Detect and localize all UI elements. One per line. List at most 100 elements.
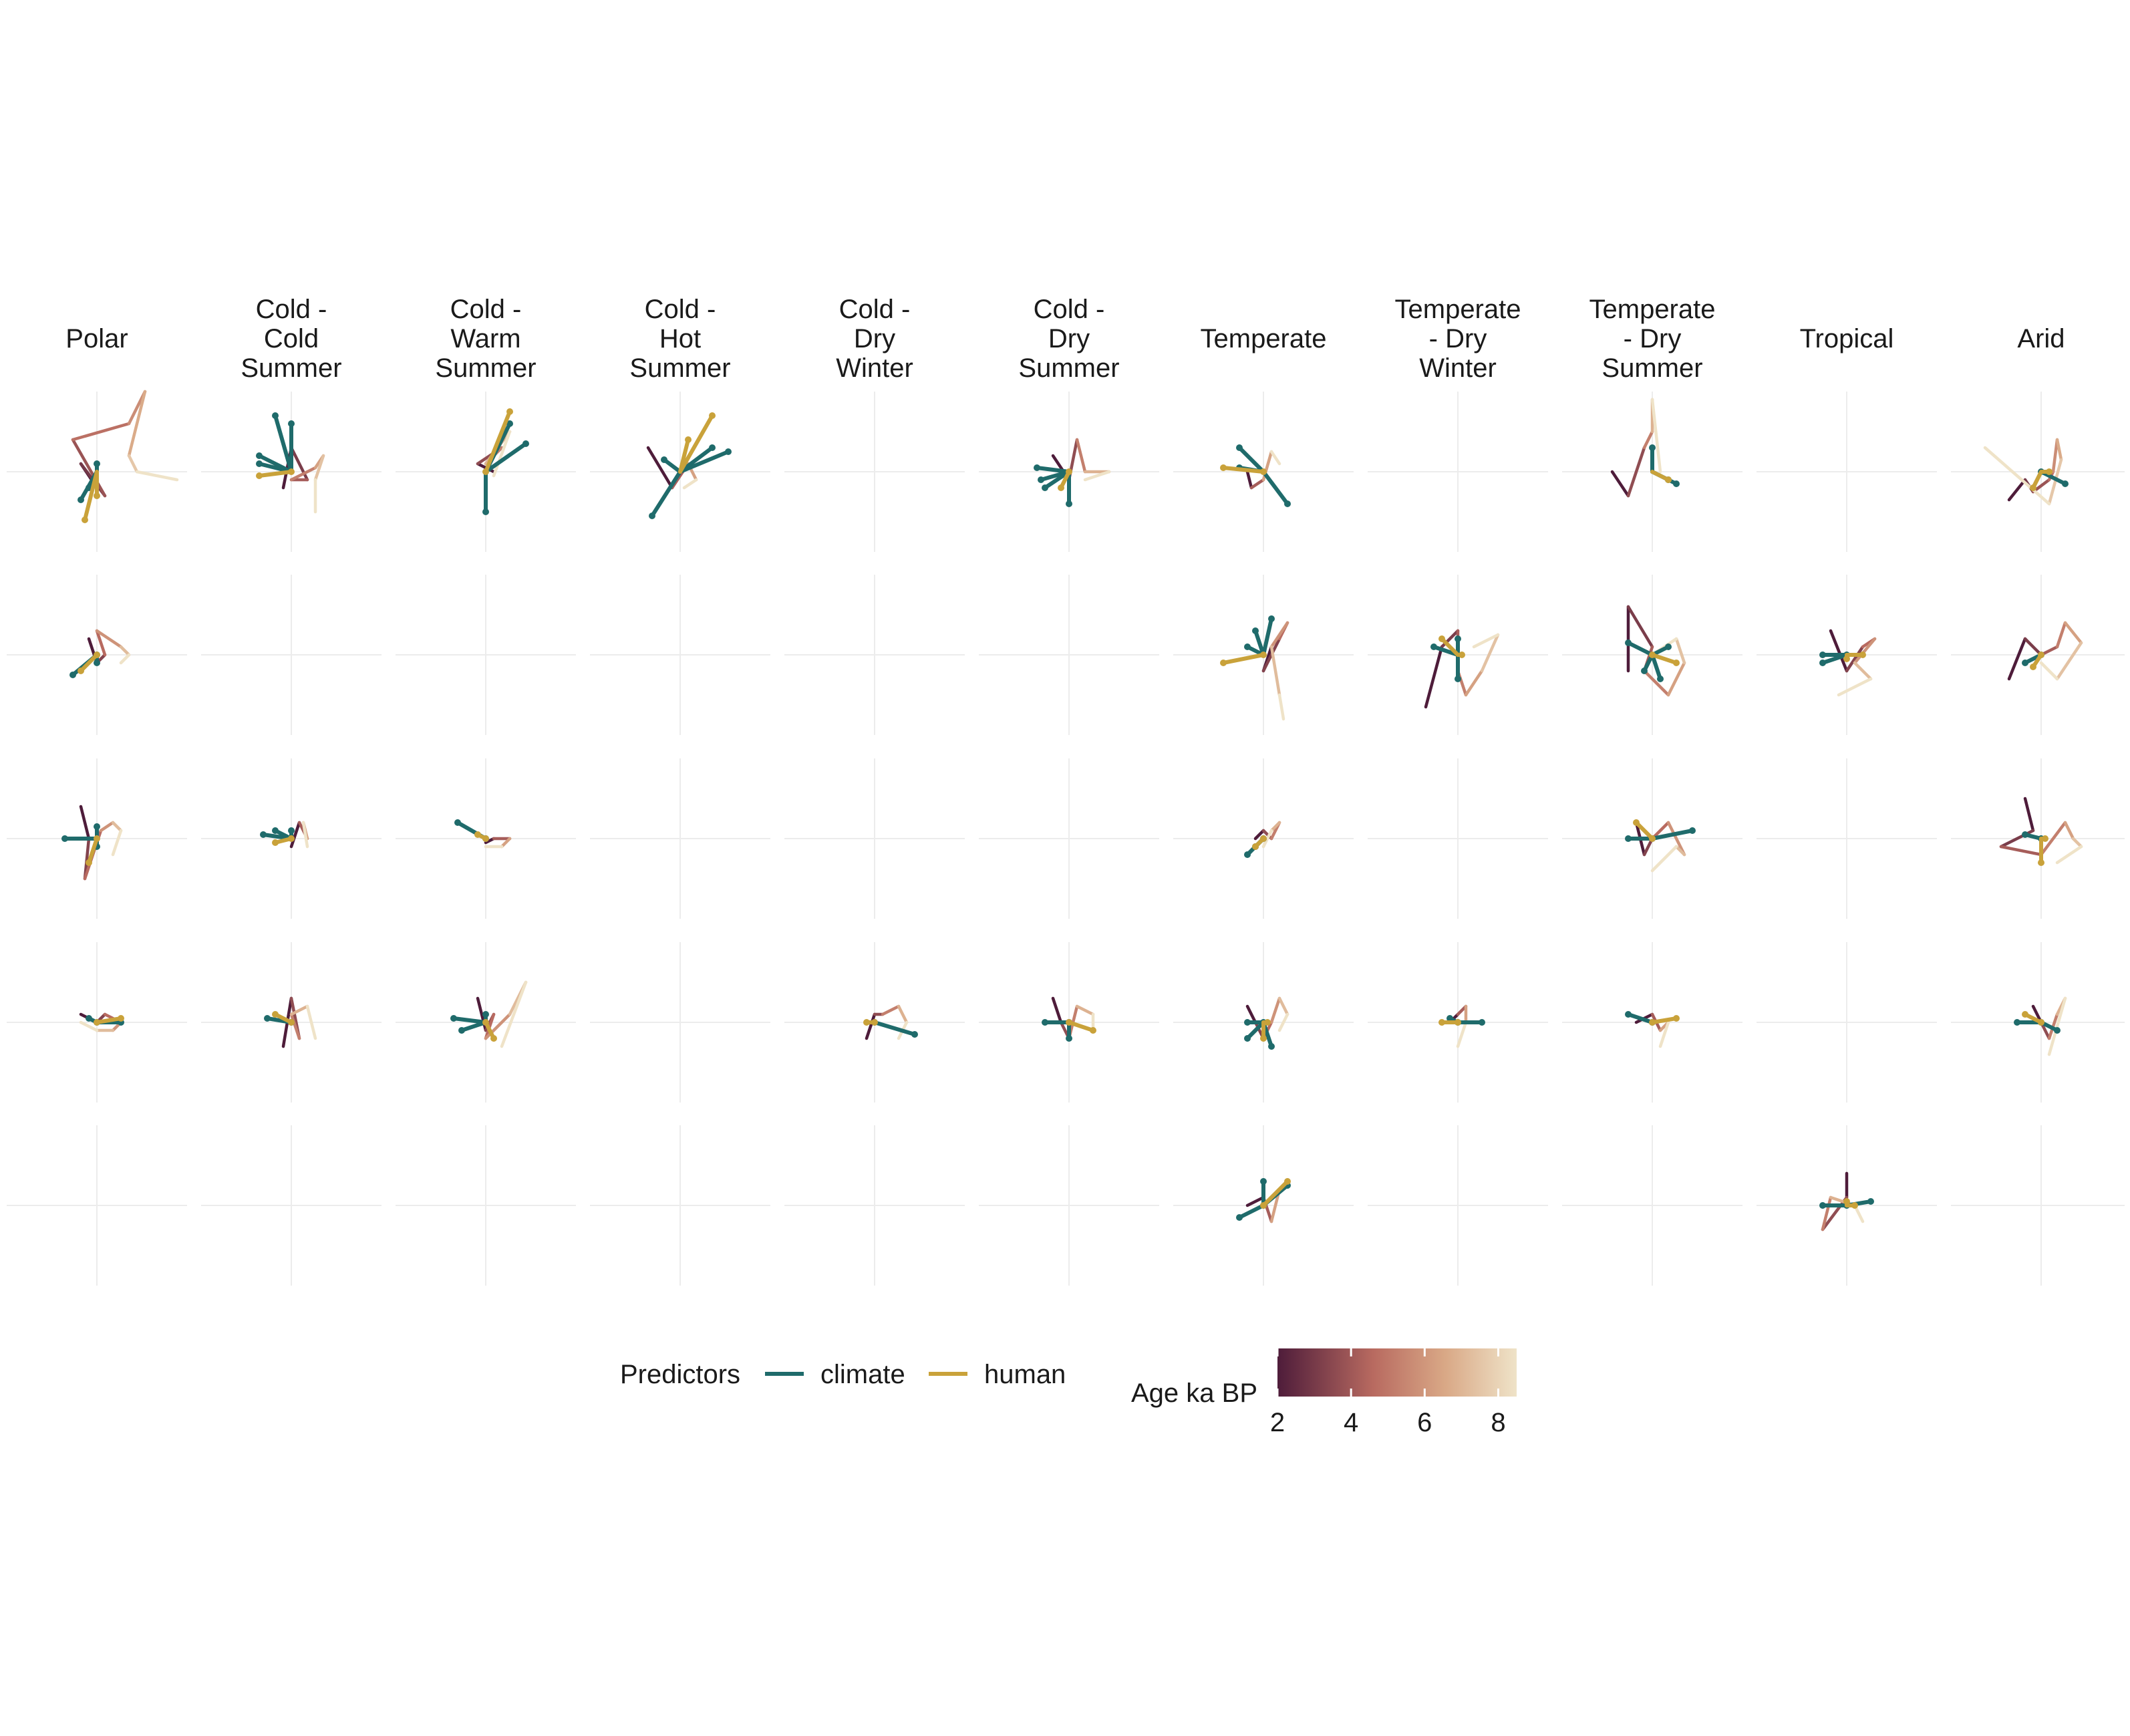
- panel-3-0: [7, 942, 187, 1103]
- panel-1-3: [590, 575, 770, 735]
- climate-vector-tip: [1625, 1011, 1632, 1018]
- human-vector-tip: [1252, 843, 1259, 850]
- human-vector-tip: [2038, 1019, 2044, 1026]
- human-vector-tip: [1851, 1202, 1858, 1209]
- panel-3-4: [784, 942, 965, 1103]
- age-trajectory-segment: [2023, 797, 2035, 833]
- human-vector-tip: [1455, 1019, 1461, 1026]
- human-vector-tip: [1220, 660, 1227, 666]
- panel-0-4: [784, 392, 965, 552]
- age-tick-label: 2: [1270, 1408, 1285, 1437]
- age-trajectory-segment: [2051, 438, 2059, 474]
- age-trajectory-segment: [2055, 641, 2083, 681]
- human-vector-tip: [1843, 656, 1850, 662]
- climate-vector-tip: [482, 1011, 489, 1018]
- panel-0-8: [1562, 392, 1742, 552]
- age-trajectory-segment: [1277, 1012, 1289, 1032]
- climate-vector-tip: [725, 448, 732, 455]
- age-tick-label: 8: [1491, 1408, 1505, 1437]
- panel-0-6: [1173, 392, 1354, 552]
- climate-vector-tip: [1479, 1019, 1485, 1026]
- climate-vector-tip: [1042, 1019, 1048, 1026]
- age-trajectory-segment: [71, 438, 107, 498]
- age-trajectory-segment: [119, 653, 131, 665]
- age-legend-title: Age ka BP: [1131, 1379, 1257, 1408]
- climate-vector: [1253, 629, 1265, 657]
- panel-2-10: [1951, 758, 2125, 919]
- human-vector-tip: [94, 652, 100, 658]
- age-trajectory-segment: [111, 821, 123, 833]
- climate-vector-tip: [1625, 639, 1632, 646]
- climate-vector-tip: [2022, 660, 2028, 666]
- panel-0-3: [590, 392, 770, 552]
- facet-title-line: Summer: [629, 353, 730, 383]
- age-trajectory-segment: [1269, 821, 1281, 833]
- age-trajectory-segment: [2063, 621, 2083, 645]
- climate-vector: [460, 1020, 488, 1032]
- climate-vector-tip: [1038, 476, 1044, 483]
- human-vector-tip: [1438, 635, 1445, 642]
- human-vector: [1650, 653, 1678, 665]
- panel-2-8: [1562, 758, 1742, 919]
- facet-title-line: Cold -: [450, 295, 522, 324]
- age-trajectory-segment: [1674, 637, 1686, 665]
- climate-vector-tip: [1244, 1019, 1251, 1026]
- climate-vector-tip: [1268, 1043, 1275, 1050]
- climate-vector-tip: [69, 672, 76, 678]
- human-vector-tip: [1066, 1019, 1072, 1026]
- facet-title-line: Summer: [1602, 353, 1702, 383]
- age-trajectory-segment: [71, 422, 131, 442]
- age-trajectory-segment: [1245, 470, 1253, 490]
- predictors-legend-title: Predictors: [620, 1360, 740, 1389]
- climate-vector-tip: [1252, 627, 1259, 634]
- facet-title-line: Warm: [450, 324, 520, 353]
- climate-vector-tip: [1689, 827, 1696, 834]
- age-trajectory-segment: [1249, 478, 1265, 490]
- age-trajectory-segment: [301, 821, 309, 849]
- panel-2-1: [201, 758, 382, 919]
- age-trajectory-segment: [492, 430, 512, 478]
- facet-title-0: Polar: [65, 324, 128, 353]
- climate-vector-tip: [1649, 444, 1656, 451]
- age-trajectory-segment: [2047, 996, 2067, 1056]
- age-trajectory-segment: [1245, 1195, 1265, 1207]
- human-vector-tip: [272, 839, 279, 846]
- human-vector-tip: [2046, 468, 2052, 475]
- age-trajectory-segment: [289, 821, 301, 849]
- facet-title-line: Cold -: [839, 295, 911, 324]
- climate-vector-tip: [1819, 652, 1826, 658]
- facet-title-7: Temperate - Dry Winter: [1395, 295, 1521, 383]
- human-vector: [678, 414, 714, 474]
- panel-3-1: [201, 942, 382, 1103]
- age-trajectory-segment: [1610, 470, 1630, 498]
- human-vector-tip: [1859, 652, 1866, 658]
- facet-title-line: Dry: [1048, 324, 1090, 353]
- age-trajectory-segment: [1658, 1020, 1670, 1048]
- human-vector: [1067, 1020, 1095, 1032]
- climate-vector-tip: [482, 509, 489, 515]
- facet-title-line: Tropical: [1800, 324, 1894, 353]
- climate-vector-tip: [1455, 676, 1461, 682]
- facet-title-line: - Dry: [1429, 324, 1487, 353]
- climate-vector-tip: [1657, 676, 1664, 682]
- facet-title-line: Hot: [659, 324, 701, 353]
- climate-vector-tip: [2014, 1019, 2020, 1026]
- climate-vector: [1821, 653, 1849, 665]
- human-vector: [1261, 1179, 1289, 1207]
- human-vector: [1650, 1016, 1678, 1024]
- panel-1-0: [7, 575, 187, 735]
- age-trajectory-segment: [2007, 637, 2027, 681]
- human-vector-tip: [490, 1035, 497, 1042]
- climate-vector-tip: [256, 452, 263, 459]
- human-vector-tip: [1284, 1178, 1291, 1185]
- age-trajectory-segment: [2023, 637, 2043, 657]
- age-trajectory-segment: [1075, 438, 1087, 474]
- panel-1-4: [784, 575, 965, 735]
- panel-4-2: [396, 1125, 576, 1286]
- age-trajectory-segment: [897, 1004, 909, 1024]
- climate-vector-tip: [288, 827, 295, 834]
- climate-vector-tip: [1665, 643, 1672, 650]
- human-vector-tip: [2038, 859, 2044, 866]
- age-trajectory-segment: [289, 1012, 301, 1040]
